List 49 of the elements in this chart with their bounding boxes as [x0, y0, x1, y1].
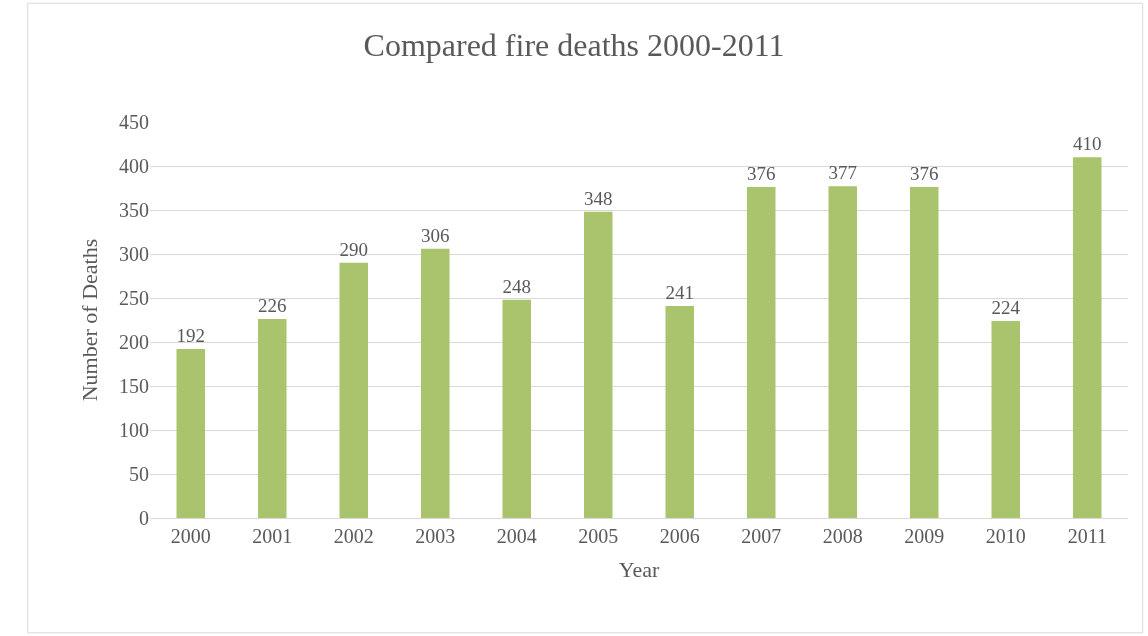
x-tick-label: 2003: [415, 525, 456, 547]
data-label: 192: [176, 325, 205, 347]
data-label: 377: [828, 162, 857, 184]
x-tick-label: 2008: [822, 525, 863, 547]
data-label: 241: [665, 282, 694, 304]
bar: [665, 305, 695, 518]
data-label: 410: [1073, 133, 1102, 155]
x-tick-label: 2000: [170, 525, 211, 547]
data-label: 248: [502, 275, 531, 297]
data-label: 290: [339, 239, 368, 260]
y-tick-label: 100: [119, 419, 149, 441]
bar: [991, 320, 1021, 518]
data-label: 376: [747, 163, 776, 185]
y-axis-title: Number of Deaths: [76, 238, 102, 402]
x-tick-label: 2005: [578, 525, 619, 547]
data-label: 376: [910, 163, 939, 185]
x-tick-label: 2010: [985, 525, 1026, 547]
bar: [257, 319, 287, 518]
data-label: 226: [258, 295, 287, 317]
y-tick-label: 250: [119, 287, 149, 309]
x-tick-label: 2007: [741, 525, 782, 547]
x-tick-label: 2009: [904, 525, 945, 547]
x-tick-label: 2006: [659, 525, 700, 547]
bar: [746, 187, 776, 518]
chart-title: Compared fire deaths 2000-2011: [363, 26, 785, 63]
y-tick-label: 150: [119, 375, 149, 397]
y-tick-label: 350: [119, 199, 149, 221]
y-tick-label: 0: [139, 507, 149, 529]
y-tick-label: 50: [129, 463, 149, 485]
bar: [909, 187, 939, 518]
bar: [1072, 157, 1102, 518]
x-axis-title: Year: [618, 556, 660, 582]
bar: [502, 299, 532, 518]
data-label: 224: [991, 297, 1021, 319]
data-label: 306: [421, 224, 450, 246]
y-tick-label: 200: [119, 331, 149, 353]
y-tick-label: 450: [119, 111, 149, 133]
bar: [420, 248, 450, 518]
bar: [176, 349, 206, 518]
bar: [828, 186, 858, 518]
y-tick-label: 400: [119, 155, 149, 177]
bar: [339, 262, 369, 518]
x-tick-label: 2011: [1067, 525, 1107, 547]
x-tick-label: 2004: [496, 525, 537, 547]
x-tick-label: 2002: [333, 525, 374, 547]
bar: [583, 211, 613, 518]
data-label: 348: [584, 187, 613, 209]
x-tick-label: 2001: [252, 525, 293, 547]
y-tick-label: 300: [119, 243, 149, 265]
